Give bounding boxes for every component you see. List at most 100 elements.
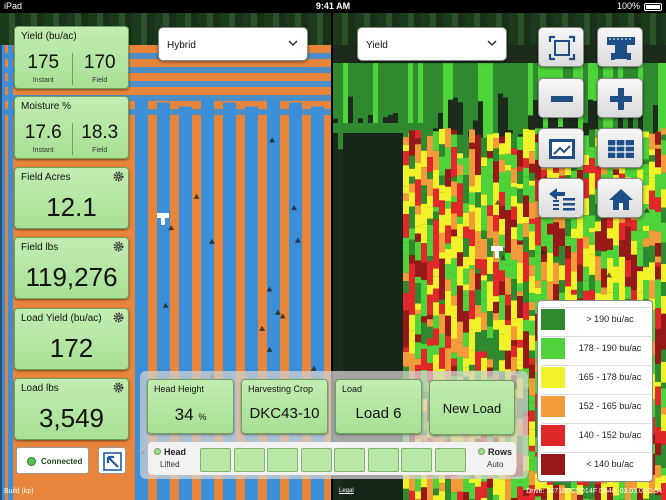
load-yield-tile[interactable]: Load Yield (bu/ac) 172 — [14, 308, 129, 370]
home-icon — [609, 189, 633, 210]
table-view-button[interactable] — [597, 128, 643, 168]
fullscreen-icon — [548, 35, 576, 61]
load-yield-value: 172 — [49, 333, 94, 363]
moisture-tile[interactable]: Moisture % 17.6 Instant 18.3 Field — [14, 96, 129, 159]
legend-label: 140 - 152 bu/ac — [578, 430, 642, 440]
legend-row: 165 - 178 bu/ac — [541, 365, 651, 388]
swap-layers-icon — [549, 188, 575, 211]
new-load-button[interactable]: New Load — [429, 380, 515, 435]
load-lbs-tile[interactable]: Load lbs 3,549 — [14, 378, 129, 440]
legend-swatch — [541, 396, 565, 417]
device-label: iPad — [4, 1, 23, 11]
row-toggle[interactable] — [233, 448, 265, 472]
tile-title: Moisture % — [21, 101, 72, 112]
field-acres-value: 12.1 — [46, 192, 97, 222]
tile-separator — [71, 53, 73, 85]
home-button[interactable] — [597, 178, 643, 218]
field-label: Field — [92, 147, 108, 154]
tile-title: Field Acres — [21, 172, 71, 183]
chevron-down-icon — [288, 40, 298, 47]
chevron-down-icon — [487, 40, 497, 47]
status-dot-icon — [27, 457, 36, 466]
head-height-number: 34 — [174, 405, 194, 424]
legend-swatch — [541, 309, 565, 330]
gear-icon[interactable] — [113, 241, 124, 252]
row-toggle[interactable] — [434, 448, 466, 472]
rows-status-dot-icon — [478, 448, 485, 455]
tile-title: Head Height — [154, 384, 205, 394]
rows-sublabel: Auto — [487, 460, 504, 469]
left-layer-dropdown[interactable]: Hybrid — [158, 27, 308, 61]
expand-button[interactable] — [98, 447, 126, 474]
harvesting-crop-tile[interactable]: Harvesting Crop DKC43-10 — [241, 379, 328, 434]
zoom-out-button[interactable] — [538, 78, 584, 118]
crop-value: DKC43-10 — [249, 405, 320, 422]
instant-moisture-value: 17.6 — [24, 122, 62, 143]
arrow-up-left-icon — [103, 452, 122, 471]
field-lbs-tile[interactable]: Field lbs 119,276 — [14, 237, 129, 299]
load-tile[interactable]: Load Load 6 — [335, 379, 422, 434]
harvester-view-button[interactable] — [597, 27, 643, 67]
harvester-icon — [607, 37, 635, 60]
tile-title: Load — [342, 384, 363, 394]
load-value: Load 6 — [355, 405, 402, 422]
tile-title: Load lbs — [21, 383, 59, 394]
legal-link[interactable]: Legal — [339, 488, 354, 494]
yield-tile[interactable]: Yield (bu/ac) 175 Instant 170 Field — [14, 26, 129, 89]
row-toggle[interactable] — [267, 448, 298, 472]
instant-label: Instant — [32, 77, 54, 84]
legend-swatch — [541, 338, 565, 359]
row-toggle[interactable] — [300, 448, 332, 472]
head-height-tile[interactable]: Head Height 34 % — [147, 379, 234, 434]
swap-layers-button[interactable] — [538, 178, 584, 218]
battery-icon — [644, 3, 662, 11]
field-label: Field — [92, 77, 108, 84]
field-yield-value: 170 — [83, 52, 116, 73]
table-icon — [608, 140, 634, 158]
row-toggle[interactable] — [200, 448, 231, 472]
row-toggle[interactable] — [334, 448, 365, 472]
legend-label: > 190 bu/ac — [586, 314, 634, 324]
map-divider[interactable] — [331, 13, 333, 500]
load-lbs-value: 3,549 — [38, 403, 105, 433]
legend-row: < 140 bu/ac — [541, 452, 651, 475]
gear-icon[interactable] — [113, 171, 124, 182]
legend-row: 152 - 165 bu/ac — [541, 394, 651, 417]
row-toggle[interactable] — [401, 448, 432, 472]
map-image-button[interactable] — [538, 128, 584, 168]
zoom-out-icon — [551, 96, 573, 102]
battery-percent: 100% — [616, 1, 640, 11]
row-toggle[interactable] — [367, 448, 399, 472]
status-bar: iPad 9:41 AM 100% — [0, 0, 666, 13]
tile-title: Field lbs — [21, 242, 59, 253]
instant-label: Instant — [32, 147, 54, 154]
tile-separator — [71, 123, 73, 155]
legend-swatch — [541, 454, 565, 475]
zoom-in-button[interactable] — [597, 78, 643, 118]
field-moisture-value: 18.3 — [81, 122, 119, 143]
right-layer-dropdown[interactable]: Yield — [357, 27, 507, 61]
field-acres-tile[interactable]: Field Acres 12.1 — [14, 167, 129, 229]
legend-label: 178 - 190 bu/ac — [578, 343, 642, 353]
connection-label: Connected — [41, 457, 83, 466]
gear-icon[interactable] — [113, 312, 124, 323]
yield-legend: > 190 bu/ac 178 - 190 bu/ac 165 - 178 bu/a… — [537, 300, 653, 482]
tile-title: Harvesting Crop — [248, 384, 314, 394]
fullscreen-button[interactable] — [538, 27, 584, 67]
legend-row: 140 - 152 bu/ac — [541, 423, 651, 446]
legend-swatch — [541, 367, 565, 388]
right-layer-selected: Yield — [366, 40, 388, 51]
field-lbs-value: 119,276 — [25, 262, 118, 292]
tile-title: Yield (bu/ac) — [21, 31, 77, 42]
head-status-dot-icon — [154, 448, 161, 455]
head-label: Head — [164, 447, 187, 457]
gear-icon[interactable] — [113, 382, 124, 393]
legend-swatch — [541, 425, 565, 446]
connection-status-button[interactable]: Connected — [16, 447, 89, 474]
head-height-unit: % — [198, 412, 207, 422]
legend-label: 152 - 165 bu/ac — [578, 401, 642, 411]
legend-label: < 140 bu/ac — [586, 459, 634, 469]
legend-label: 165 - 178 bu/ac — [578, 372, 642, 382]
clock: 9:41 AM — [315, 1, 351, 11]
map-image-icon — [549, 139, 575, 159]
